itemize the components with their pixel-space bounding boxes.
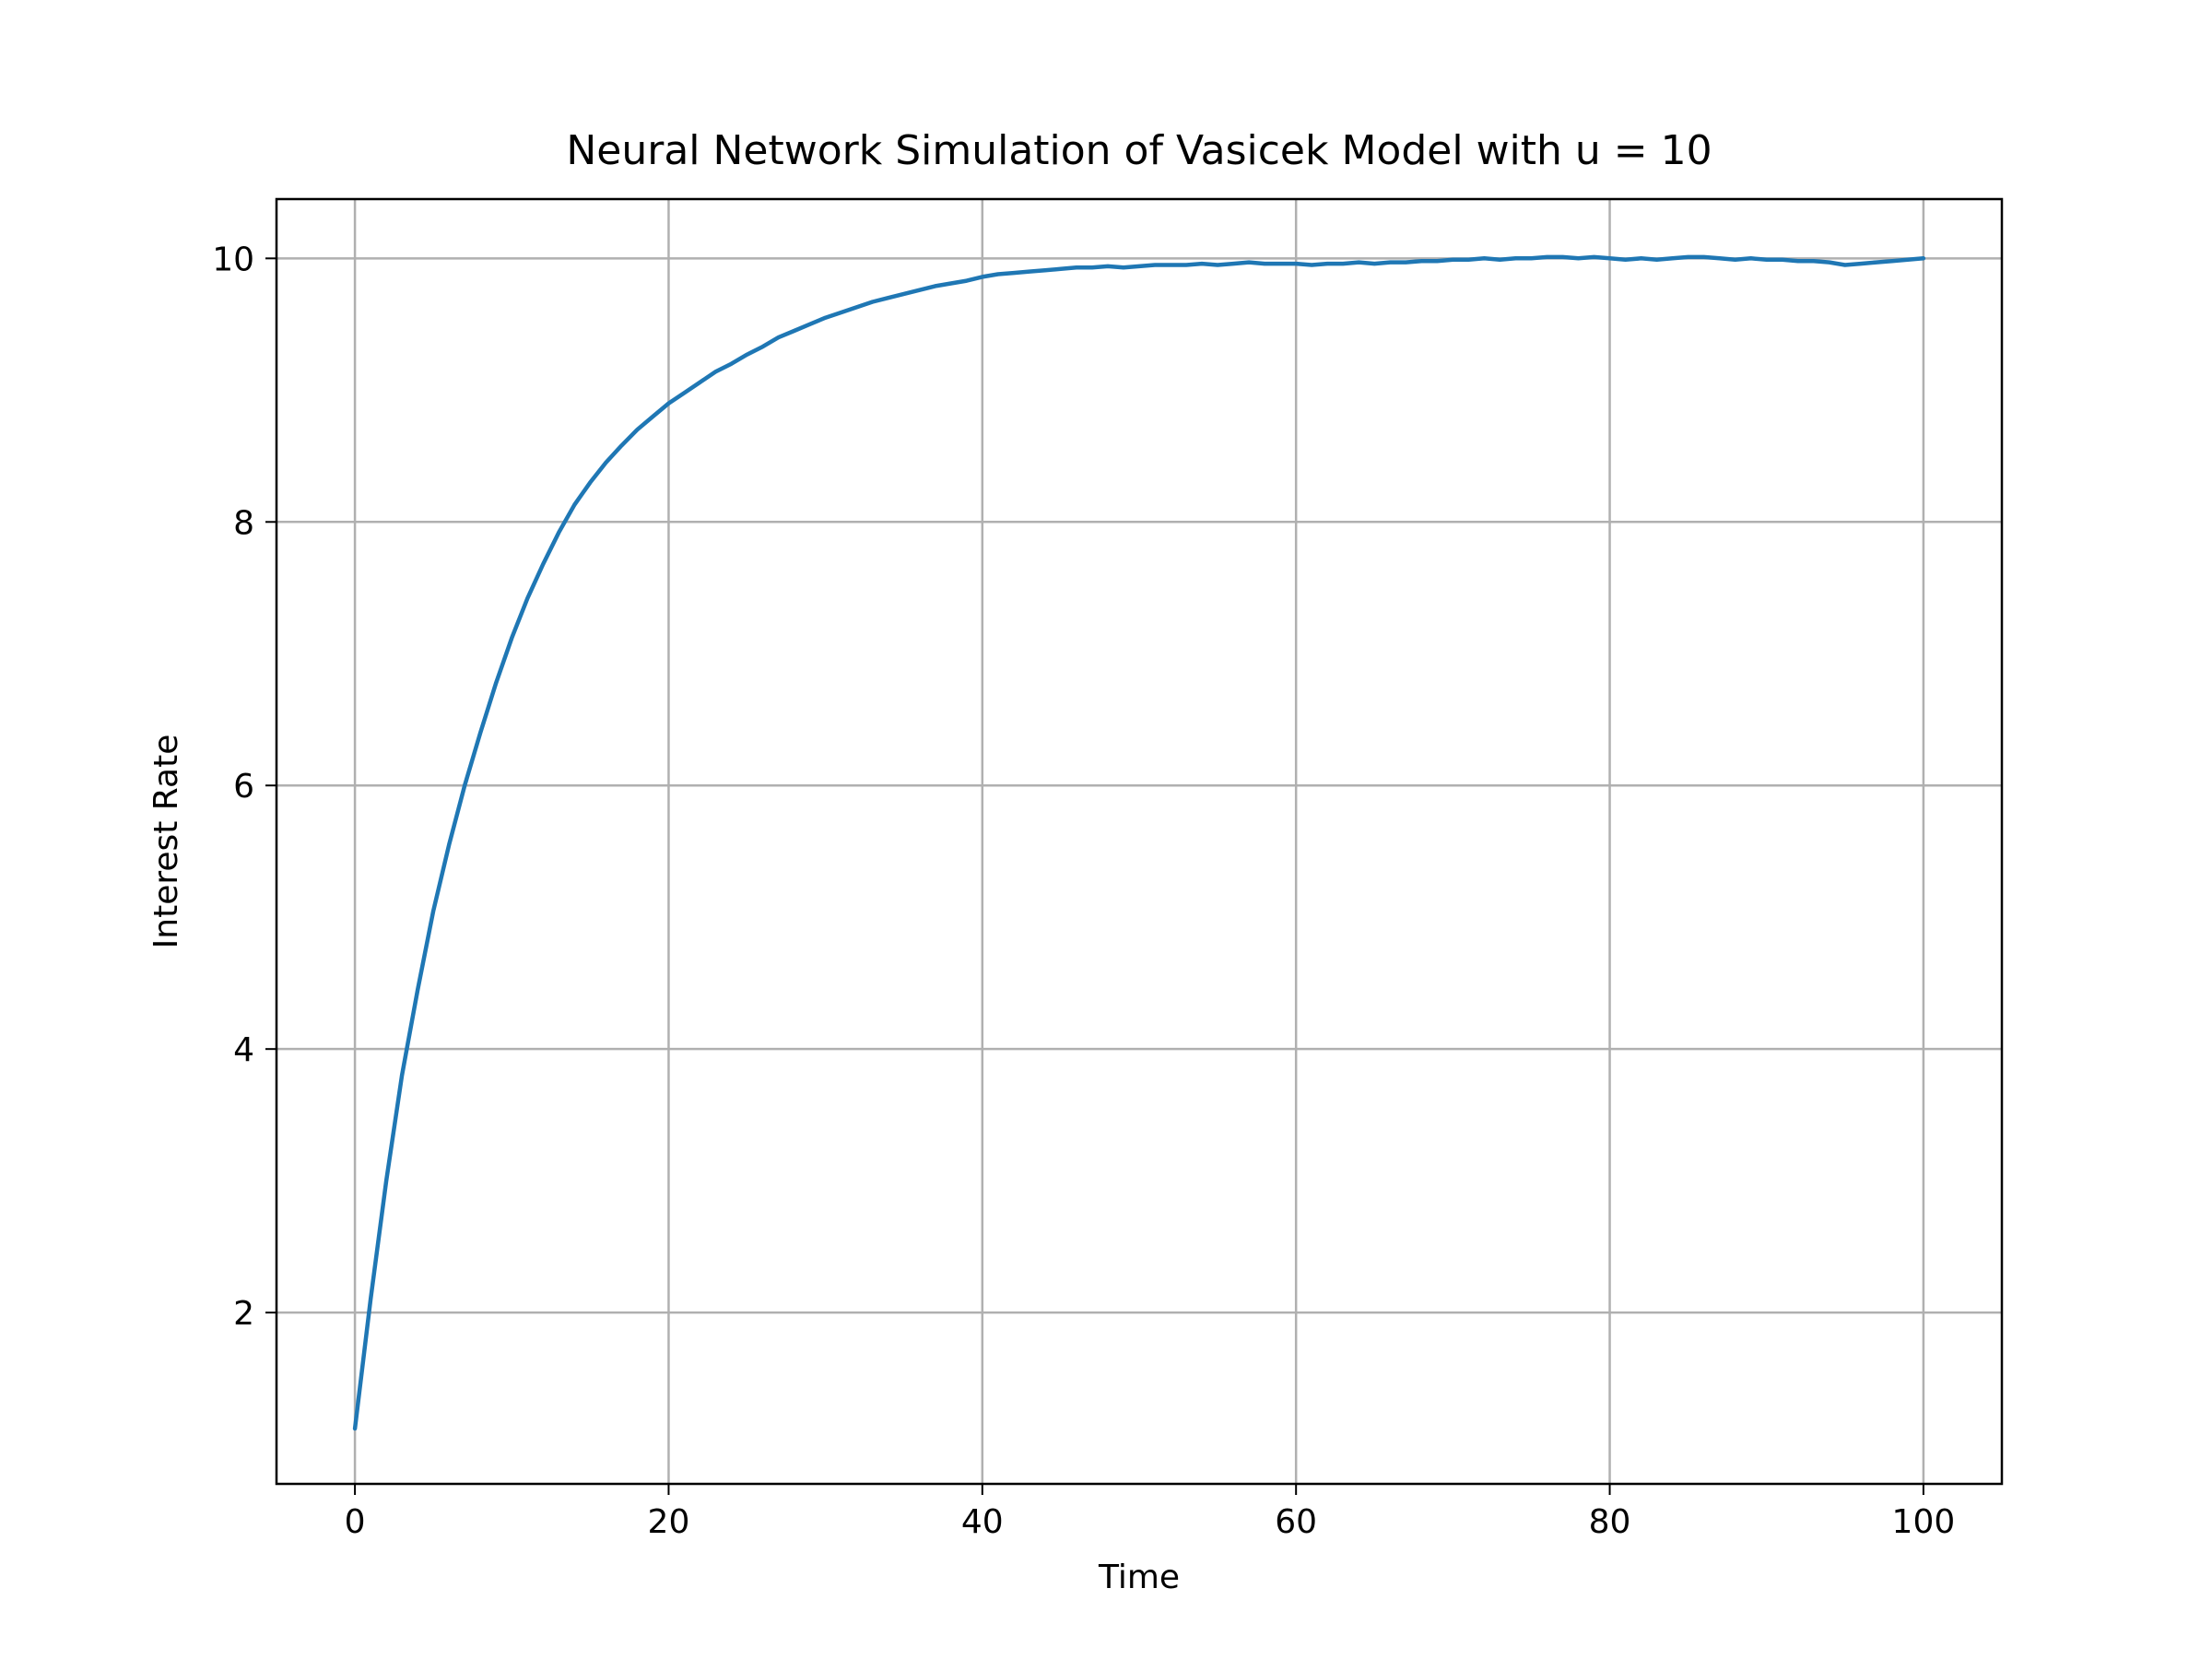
axis-ticks: 0 20 40 60 80 100 2 4 6 8 10: [212, 241, 1955, 1541]
plot-area-frame: [275, 197, 2004, 1486]
x-tick-label: 100: [1892, 1503, 1956, 1541]
x-tick-label: 40: [961, 1503, 1004, 1541]
y-axis-label: Interest Rate: [147, 735, 185, 949]
series-layer: [352, 254, 1926, 1431]
x-tick-label: 60: [1275, 1503, 1317, 1541]
y-tick-label: 10: [212, 241, 254, 278]
series-line: [352, 254, 1926, 1431]
y-tick-label: 2: [233, 1295, 254, 1333]
grid-lines: [276, 199, 2002, 1484]
y-tick-label: 6: [233, 768, 254, 806]
x-tick-label: 20: [648, 1503, 690, 1541]
x-axis-label: Time: [1098, 1559, 1180, 1596]
y-tick-label: 4: [233, 1031, 254, 1069]
y-tick-label: 8: [233, 504, 254, 542]
x-tick-label: 0: [345, 1503, 366, 1541]
chart-title: Neural Network Simulation of Vasicek Mod…: [566, 127, 1712, 174]
x-tick-label: 80: [1589, 1503, 1631, 1541]
